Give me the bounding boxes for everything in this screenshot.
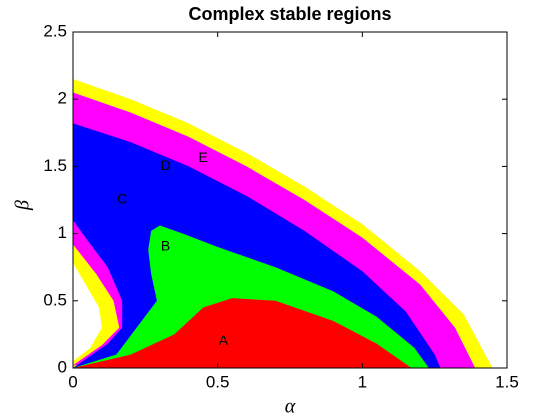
- region: [73, 298, 412, 368]
- x-tick-label: 1: [358, 372, 367, 391]
- x-tick-label: 0.5: [206, 372, 230, 391]
- y-tick-label: 0.5: [43, 290, 67, 309]
- y-tick-label: 2.5: [43, 21, 67, 40]
- y-tick-label: 1: [58, 223, 67, 242]
- plot-frame: [72, 31, 508, 369]
- x-tick-label: 0: [68, 372, 77, 391]
- y-tick-label: 2: [58, 89, 67, 108]
- x-tick-label: 1.5: [495, 372, 519, 391]
- y-tick-label: 1.5: [43, 156, 67, 175]
- region-label: E: [199, 149, 208, 165]
- region-label: D: [161, 157, 171, 173]
- y-axis-label: β: [12, 200, 34, 211]
- y-tick-label: 0: [58, 357, 67, 376]
- region-label: B: [161, 238, 170, 254]
- region-label: A: [219, 332, 229, 348]
- x-axis-label: α: [285, 396, 296, 418]
- chart-title: Complex stable regions: [188, 4, 391, 24]
- region-label: C: [117, 191, 127, 207]
